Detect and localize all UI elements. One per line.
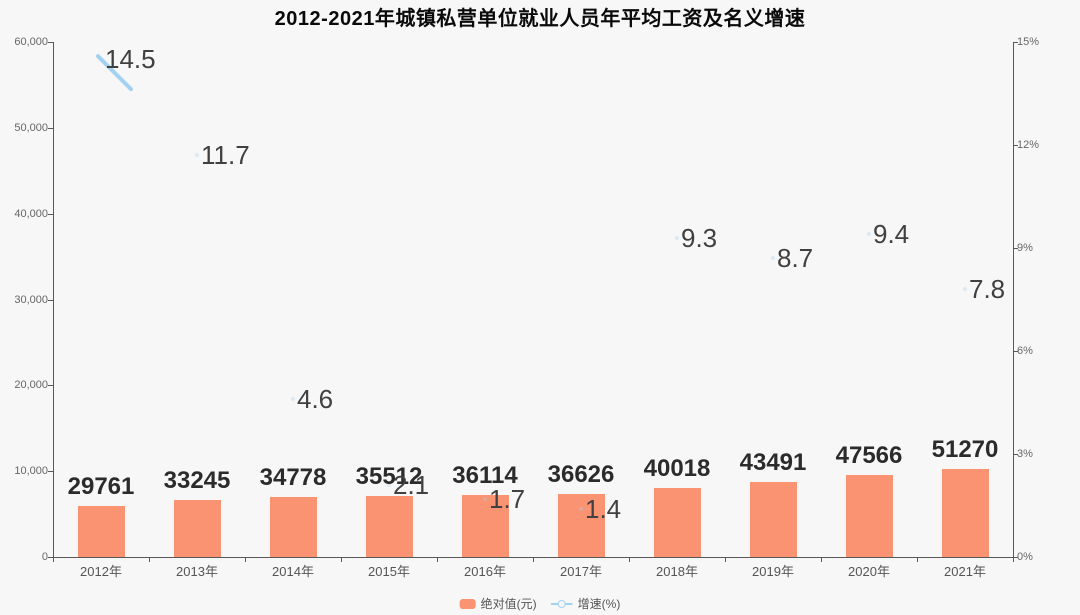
x-axis-tick xyxy=(437,557,438,562)
growth-point-marker xyxy=(579,507,583,511)
bar-value-label: 51270 xyxy=(931,436,999,463)
legend-item-growth-rate[interactable]: 增速(%) xyxy=(550,597,621,611)
left-axis-tick xyxy=(48,42,53,43)
right-axis-tick xyxy=(1013,557,1018,558)
growth-rate-label: 9.4 xyxy=(873,219,910,249)
right-axis-tick-label: 12% xyxy=(1017,139,1040,151)
bar-value-label: 34778 xyxy=(259,464,327,491)
bar[interactable] xyxy=(366,496,413,557)
left-axis-tick-label: 30,000 xyxy=(14,293,48,306)
chart-title: 2012-2021年城镇私营单位就业人员年平均工资及名义增速 xyxy=(274,8,806,30)
x-axis-category-label: 2017年 xyxy=(560,564,602,579)
growth-point-marker xyxy=(483,497,487,501)
growth-rate-label: 9.3 xyxy=(681,223,718,253)
growth-rate-label: 11.7 xyxy=(201,140,250,170)
right-axis-tick-label: 6% xyxy=(1017,345,1033,357)
growth-point-marker xyxy=(195,153,199,157)
bar[interactable] xyxy=(750,482,797,557)
x-axis-category-label: 2019年 xyxy=(752,564,794,579)
growth-point-marker xyxy=(867,232,871,236)
left-axis-tick-label: 20,000 xyxy=(14,379,48,392)
growth-rate-label: 8.7 xyxy=(777,243,814,273)
growth-rate-label: 1.4 xyxy=(585,494,622,524)
right-axis-line xyxy=(1013,42,1014,557)
bar[interactable] xyxy=(174,500,221,557)
x-axis-category-label: 2013年 xyxy=(176,564,218,579)
left-axis-line xyxy=(53,42,54,557)
x-axis-tick xyxy=(533,557,534,562)
growth-rate-label: 14.5 xyxy=(105,44,156,74)
x-axis-tick xyxy=(1013,557,1014,562)
x-axis-category-label: 2016年 xyxy=(464,564,506,579)
legend: 绝对值(元) 增速(%) xyxy=(459,595,621,613)
growth-rate-label: 7.8 xyxy=(969,274,1006,304)
left-axis-tick xyxy=(48,385,53,387)
left-axis-tick-label: 0 xyxy=(41,551,48,563)
right-axis-tick-label: 3% xyxy=(1017,448,1033,460)
bar[interactable] xyxy=(846,475,893,557)
growth-rate-label: 2.1 xyxy=(393,470,430,500)
right-axis-tick xyxy=(1013,351,1018,352)
growth-point-marker xyxy=(771,256,775,260)
right-axis-tick-label: 15% xyxy=(1017,36,1040,48)
x-axis-tick xyxy=(629,557,630,562)
right-axis-tick xyxy=(1013,145,1018,146)
left-axis-tick-label: 60,000 xyxy=(14,36,48,48)
growth-rate-label: 1.7 xyxy=(489,484,526,514)
legend-label: 增速(%) xyxy=(577,597,621,611)
x-axis-tick xyxy=(53,557,54,562)
bar-value-label: 35512 xyxy=(355,463,423,490)
bar[interactable] xyxy=(654,488,701,557)
left-axis-tick xyxy=(48,213,53,215)
right-axis-tick xyxy=(1013,454,1018,455)
growth-rate-label: 4.6 xyxy=(297,384,334,414)
right-axis-tick xyxy=(1013,42,1018,43)
bar-series-swatch-icon xyxy=(459,599,476,609)
bar[interactable] xyxy=(78,506,125,557)
x-axis-tick xyxy=(725,557,726,562)
line-series-marker-icon xyxy=(550,599,573,609)
growth-point-marker xyxy=(291,397,295,401)
x-axis-category-label: 2012年 xyxy=(80,564,122,579)
growth-point-marker xyxy=(963,287,967,291)
right-axis-tick-label: 9% xyxy=(1017,242,1033,254)
bar[interactable] xyxy=(270,497,317,557)
bar-value-label: 43491 xyxy=(739,449,807,476)
bar[interactable] xyxy=(942,469,989,557)
growth-point-marker xyxy=(99,57,103,61)
bar-value-label: 36626 xyxy=(547,461,615,488)
bar[interactable] xyxy=(462,495,509,557)
x-axis-category-label: 2014年 xyxy=(272,564,314,579)
legend-label: 绝对值(元) xyxy=(480,597,537,611)
x-axis-tick xyxy=(917,557,918,562)
x-axis-category-label: 2021年 xyxy=(944,564,986,579)
legend-item-absolute-value[interactable]: 绝对值(元) xyxy=(459,597,537,611)
bar-value-label: 47566 xyxy=(835,442,903,469)
bar-value-label: 36114 xyxy=(452,462,518,489)
x-axis-category-label: 2015年 xyxy=(368,564,410,579)
x-axis-tick xyxy=(245,557,246,562)
left-axis-tick-label: 10,000 xyxy=(14,465,48,478)
left-axis-tick xyxy=(48,471,53,473)
left-axis-tick-label: 50,000 xyxy=(14,121,48,134)
x-axis-tick xyxy=(149,557,150,562)
right-axis-tick-label: 0% xyxy=(1017,551,1033,563)
right-axis-tick xyxy=(1013,248,1018,249)
bar-value-label: 29761 xyxy=(67,473,135,500)
left-axis-tick xyxy=(48,127,53,129)
x-axis-tick xyxy=(821,557,822,562)
growth-point-marker xyxy=(387,483,391,487)
growth-point-marker xyxy=(675,236,679,240)
bar-value-label: 33245 xyxy=(163,467,231,494)
bar[interactable] xyxy=(558,494,605,557)
x-axis-category-label: 2020年 xyxy=(848,564,890,579)
left-axis-tick-label: 40,000 xyxy=(14,207,48,220)
x-axis-category-label: 2018年 xyxy=(656,564,698,579)
x-axis-tick xyxy=(341,557,342,562)
bar-value-label: 40018 xyxy=(643,455,711,482)
left-axis-tick xyxy=(48,557,53,558)
left-axis-tick xyxy=(48,299,53,301)
